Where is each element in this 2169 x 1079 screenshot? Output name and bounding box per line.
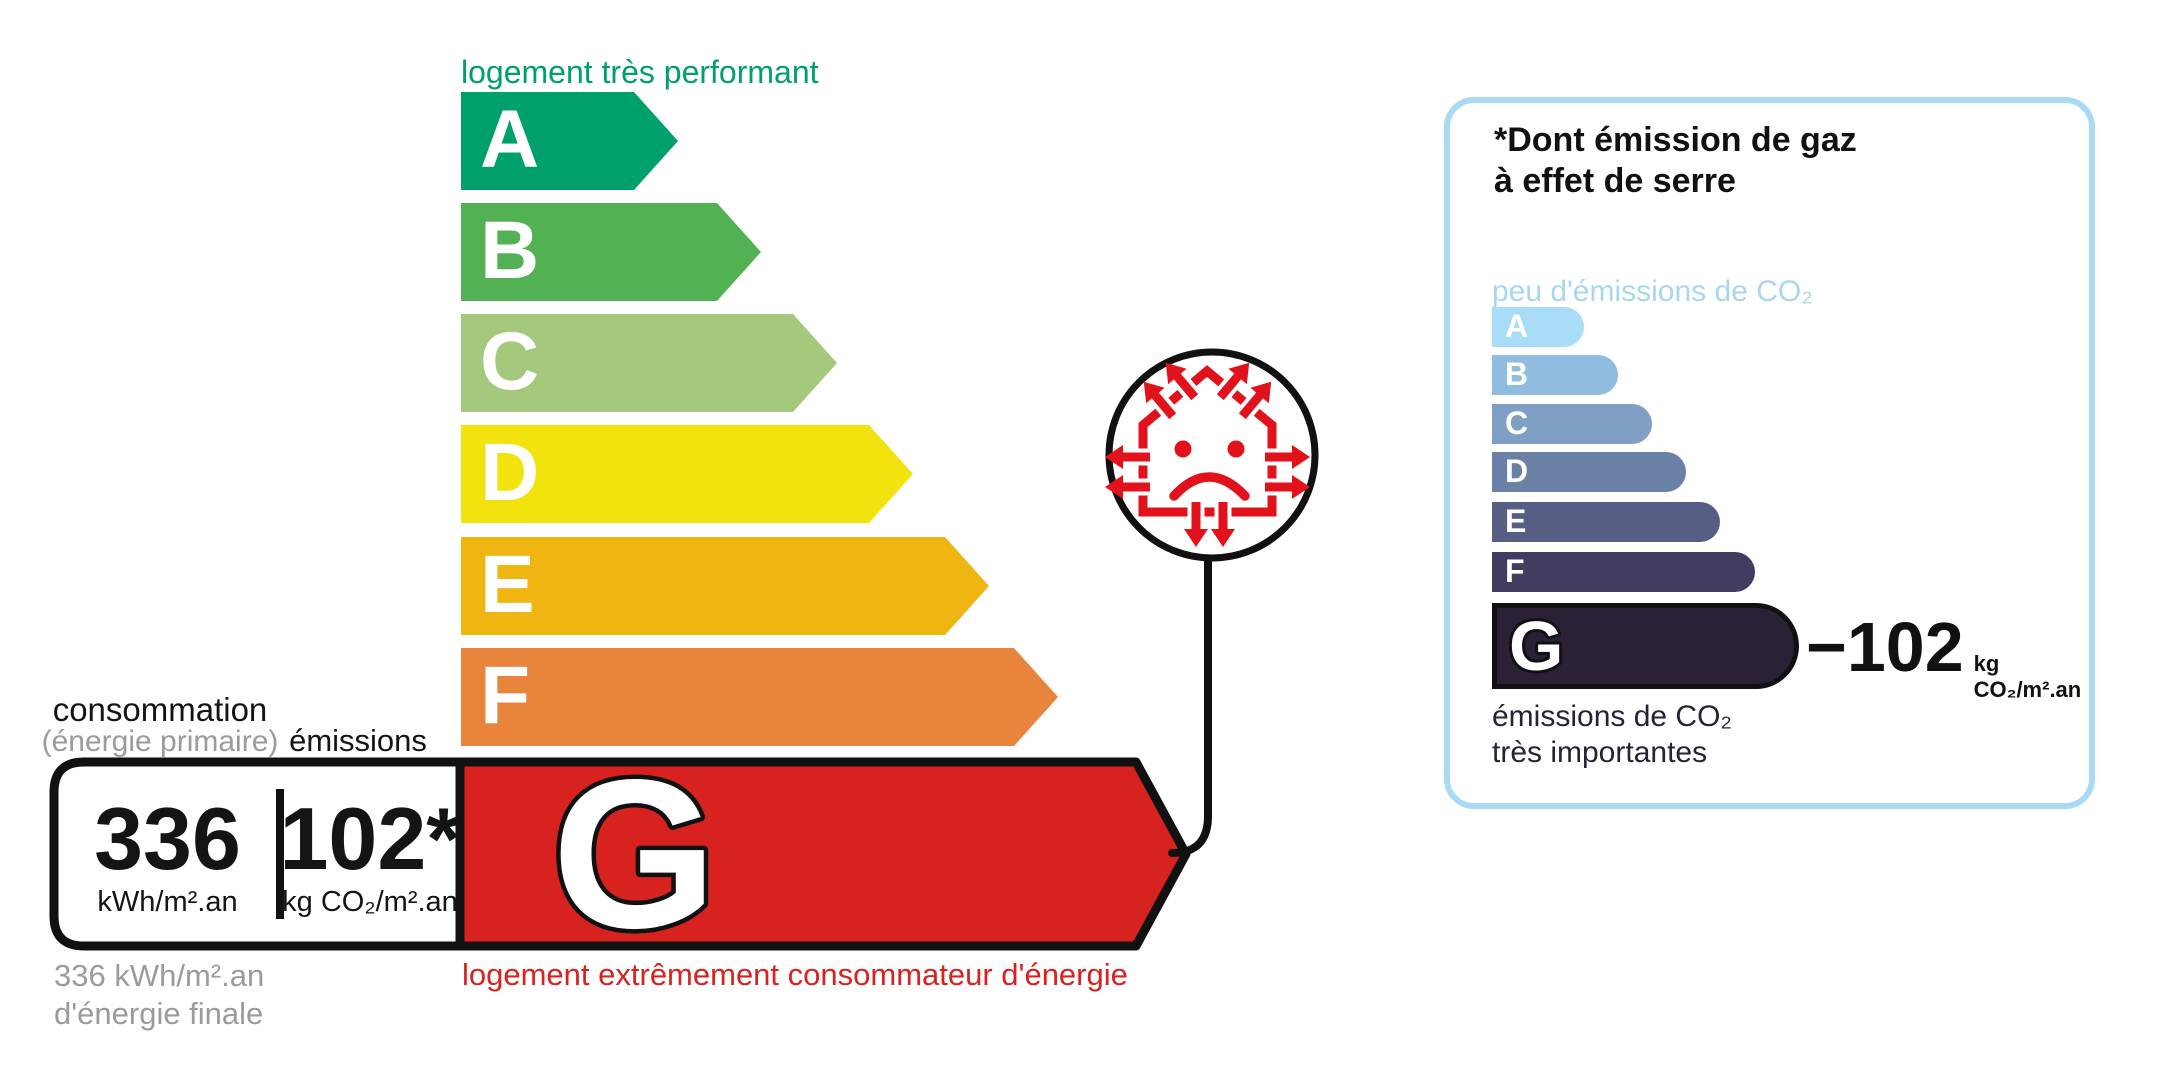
- energy-scale-top-caption: logement très performant: [461, 54, 819, 90]
- co2-bar-g: G: [1492, 603, 1799, 689]
- house-outline: [1138, 365, 1277, 517]
- emissions-unit: kg CO₂/m².an: [282, 886, 458, 918]
- consumption-value-cell: 336 kWh/m².an: [54, 774, 281, 938]
- co2-bar-b: B: [1492, 355, 1618, 395]
- sad-house-energy-leak-icon: [1105, 362, 1310, 547]
- consumption-unit: kWh/m².an: [97, 886, 238, 918]
- energy-bar-f: F: [461, 648, 1058, 746]
- sad-face-mouth: [1169, 472, 1250, 501]
- emissions-value-cell: 102* kg CO₂/m².an: [279, 774, 461, 938]
- final-energy-line1: 336 kWh/m².an: [54, 958, 265, 993]
- co2-value-row: −102 kg CO₂/m².an: [1806, 607, 2089, 702]
- energy-bar-c: C: [461, 314, 837, 412]
- co2-bar-c-letter: C: [1505, 405, 1529, 441]
- energy-bar-a: A: [461, 92, 678, 190]
- final-energy-note: 336 kWh/m².an d'énergie finale: [54, 957, 264, 1033]
- co2-emissions-panel: *Dont émission de gaz à effet de serre p…: [1444, 97, 2095, 809]
- sad-face-right-eye: [1227, 440, 1245, 458]
- co2-bottom-caption-line2: très importantes: [1492, 736, 1708, 769]
- co2-bar-a-letter: A: [1505, 308, 1529, 344]
- co2-bar-d: D: [1492, 452, 1686, 492]
- co2-top-caption: peu d'émissions de CO₂: [1492, 275, 1813, 308]
- co2-panel-title: *Dont émission de gaz à effet de serre: [1494, 120, 1857, 202]
- energy-bar-d-letter: D: [480, 427, 540, 518]
- co2-bottom-caption-line1: émissions de CO₂: [1492, 700, 1733, 733]
- sad-face-left-eye: [1174, 440, 1192, 458]
- energy-bar-b-letter: B: [480, 205, 540, 296]
- final-energy-line2: d'énergie finale: [54, 996, 264, 1031]
- co2-bar-f-letter: F: [1505, 553, 1525, 589]
- consumption-value: 336: [94, 789, 241, 888]
- energy-bar-f-letter: F: [480, 650, 531, 741]
- co2-panel-title-line1: *Dont émission de gaz: [1494, 121, 1857, 159]
- energy-bar-e: E: [461, 537, 989, 635]
- energy-bar-a-letter: A: [480, 94, 540, 185]
- co2-bottom-caption: émissions de CO₂ très importantes: [1492, 699, 1732, 771]
- co2-bar-d-letter: D: [1505, 453, 1529, 489]
- co2-value-unit: kg CO₂/m².an: [1973, 651, 2082, 702]
- co2-bar-f: F: [1492, 552, 1755, 592]
- emissions-header: émissions: [289, 723, 427, 758]
- energy-bar-b: B: [461, 203, 761, 301]
- energy-bar-g-letter: G: [552, 735, 717, 972]
- co2-bar-e: E: [1492, 502, 1720, 542]
- co2-bar-a: A: [1492, 307, 1584, 347]
- energy-scale-bottom-caption: logement extrêmement consommateur d'éner…: [462, 957, 1128, 992]
- energy-bar-c-letter: C: [480, 316, 540, 407]
- co2-value: −102: [1806, 608, 1964, 686]
- co2-bar-b-letter: B: [1505, 356, 1529, 392]
- badge-connector-line: [1168, 556, 1212, 857]
- consumption-header: consommation: [52, 691, 268, 728]
- badge-circle: [1105, 348, 1319, 562]
- co2-bar-g-letter: G: [1509, 608, 1563, 684]
- co2-bar-c: C: [1492, 404, 1652, 444]
- energy-bar-e-letter: E: [480, 539, 535, 630]
- co2-panel-title-line2: à effet de serre: [1494, 162, 1736, 200]
- leak-arrows: [1105, 362, 1310, 547]
- emissions-value: 102*: [279, 789, 461, 888]
- energy-bar-g: [455, 757, 1191, 951]
- consumption-subheader: (énergie primaire): [41, 725, 279, 758]
- energy-bar-d: D: [461, 425, 913, 523]
- co2-bar-e-letter: E: [1505, 503, 1527, 539]
